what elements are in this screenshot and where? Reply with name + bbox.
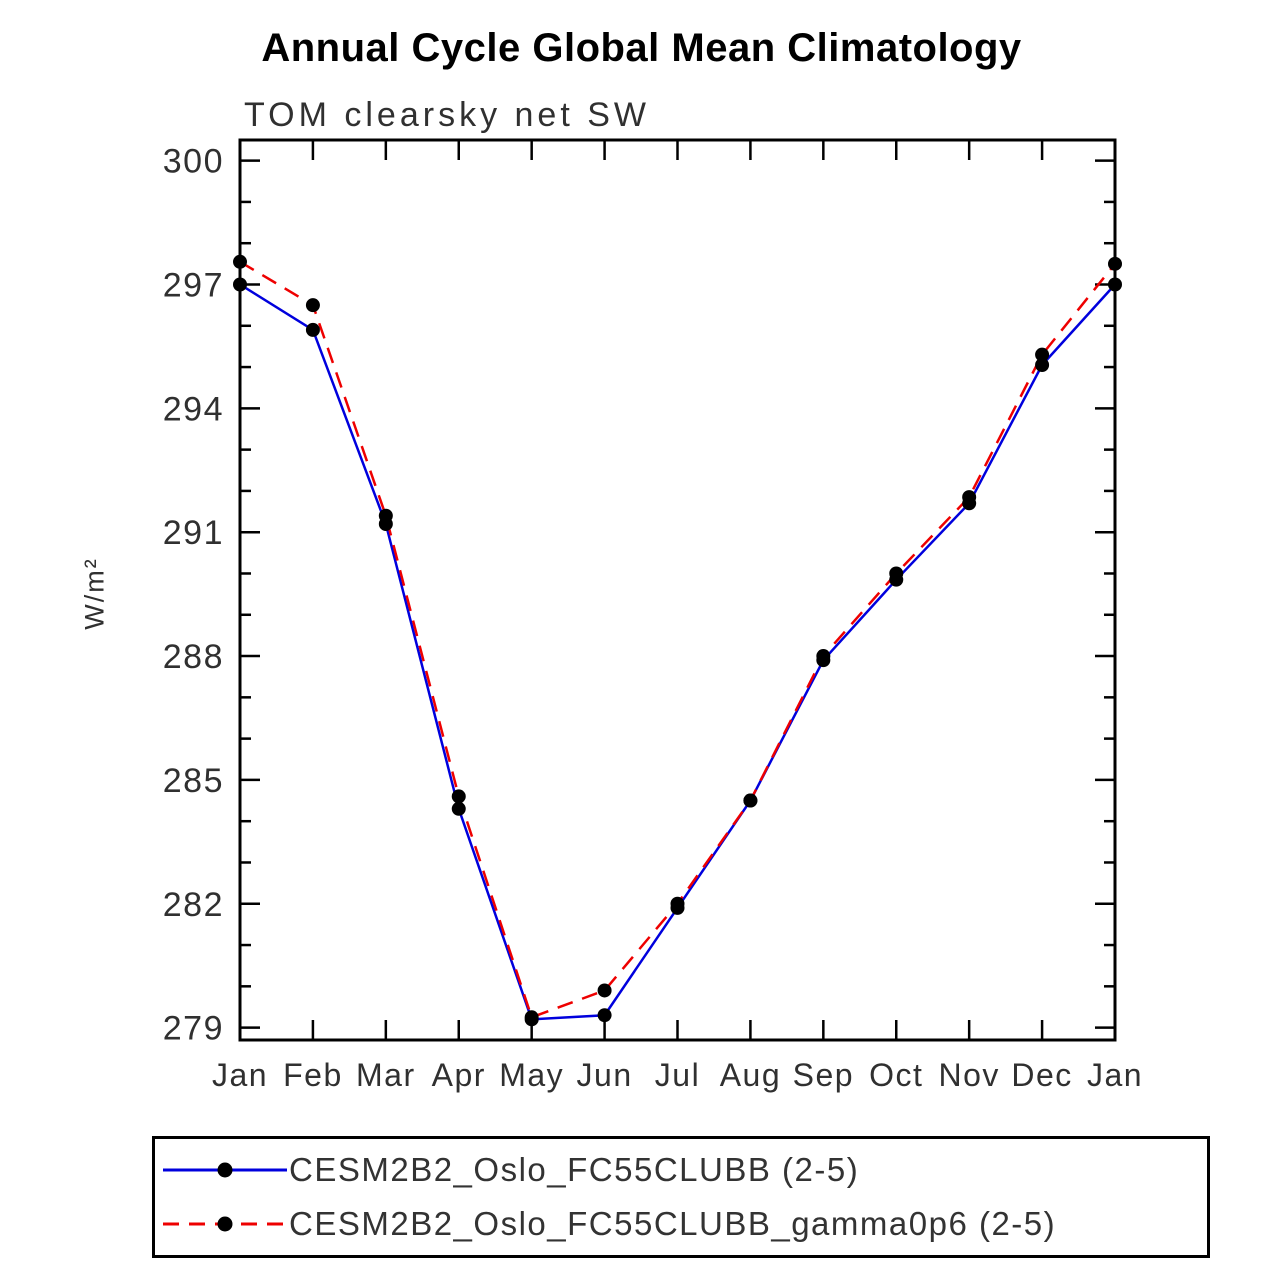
x-tick-label: Feb bbox=[283, 1057, 343, 1093]
legend-item-series2: CESM2B2_Oslo_FC55CLUBB_gamma0p6 (2-5) bbox=[155, 1197, 1207, 1251]
data-point-marker bbox=[233, 254, 247, 269]
x-tick-label: Aug bbox=[720, 1057, 781, 1093]
x-tick-label: Jun bbox=[577, 1057, 633, 1093]
data-point-marker bbox=[378, 508, 393, 523]
data-point-marker bbox=[962, 490, 977, 505]
x-tick-label: Jan bbox=[1087, 1057, 1143, 1093]
y-tick-label: 282 bbox=[163, 886, 224, 924]
data-point-marker bbox=[233, 277, 247, 292]
data-point-marker bbox=[889, 566, 904, 581]
x-tick-label: May bbox=[499, 1057, 564, 1093]
data-point-marker bbox=[1108, 277, 1122, 292]
data-point-marker bbox=[597, 983, 612, 998]
data-point-marker bbox=[305, 298, 320, 313]
y-tick-label: 294 bbox=[163, 390, 224, 428]
x-tick-label: Nov bbox=[938, 1057, 999, 1093]
data-point-marker bbox=[524, 1010, 539, 1025]
legend-label-series2: CESM2B2_Oslo_FC55CLUBB_gamma0p6 (2-5) bbox=[289, 1205, 1057, 1242]
x-tick-label: Apr bbox=[432, 1057, 486, 1093]
y-tick-label: 297 bbox=[163, 266, 224, 304]
data-point-marker bbox=[1108, 256, 1122, 271]
y-tick-label: 285 bbox=[163, 762, 224, 800]
y-tick-label: 300 bbox=[163, 143, 224, 181]
legend-box: CESM2B2_Oslo_FC55CLUBB (2-5) CESM2B2_Osl… bbox=[152, 1136, 1210, 1258]
data-point-marker bbox=[597, 1008, 612, 1023]
legend-marker-dot bbox=[217, 1216, 233, 1232]
x-tick-label: Dec bbox=[1011, 1057, 1072, 1093]
chart-subtitle: TOM clearsky net SW bbox=[244, 96, 650, 134]
data-point-marker bbox=[451, 801, 466, 816]
y-tick-label: 288 bbox=[163, 638, 224, 676]
x-tick-label: Sep bbox=[793, 1057, 854, 1093]
data-point-marker bbox=[451, 789, 466, 804]
legend-marker-dot bbox=[217, 1162, 233, 1178]
legend-sample-solid-line bbox=[163, 1162, 287, 1178]
data-point-marker bbox=[305, 322, 320, 337]
data-point-marker bbox=[1035, 347, 1050, 362]
y-tick-label: 291 bbox=[163, 514, 224, 552]
legend-sample-dashed-line bbox=[163, 1216, 287, 1232]
x-tick-label: Jul bbox=[655, 1057, 700, 1093]
x-tick-label: Oct bbox=[869, 1057, 923, 1093]
legend-label-series1: CESM2B2_Oslo_FC55CLUBB (2-5) bbox=[289, 1151, 860, 1188]
data-point-marker bbox=[816, 649, 831, 664]
chart-title: Annual Cycle Global Mean Climatology bbox=[261, 26, 1022, 70]
data-point-marker bbox=[670, 896, 685, 911]
data-point-marker bbox=[743, 793, 758, 808]
data-point-marker bbox=[1035, 358, 1050, 372]
legend-item-series1: CESM2B2_Oslo_FC55CLUBB (2-5) bbox=[155, 1143, 1207, 1197]
x-tick-label: Mar bbox=[356, 1057, 416, 1093]
y-tick-label: 279 bbox=[163, 1010, 224, 1048]
x-tick-label: Jan bbox=[212, 1057, 268, 1093]
